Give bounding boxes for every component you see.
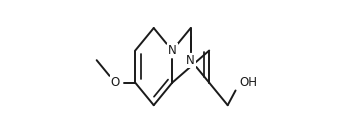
Text: N: N bbox=[186, 54, 195, 67]
Text: N: N bbox=[168, 44, 176, 57]
Text: O: O bbox=[111, 76, 120, 89]
Text: OH: OH bbox=[240, 76, 258, 89]
